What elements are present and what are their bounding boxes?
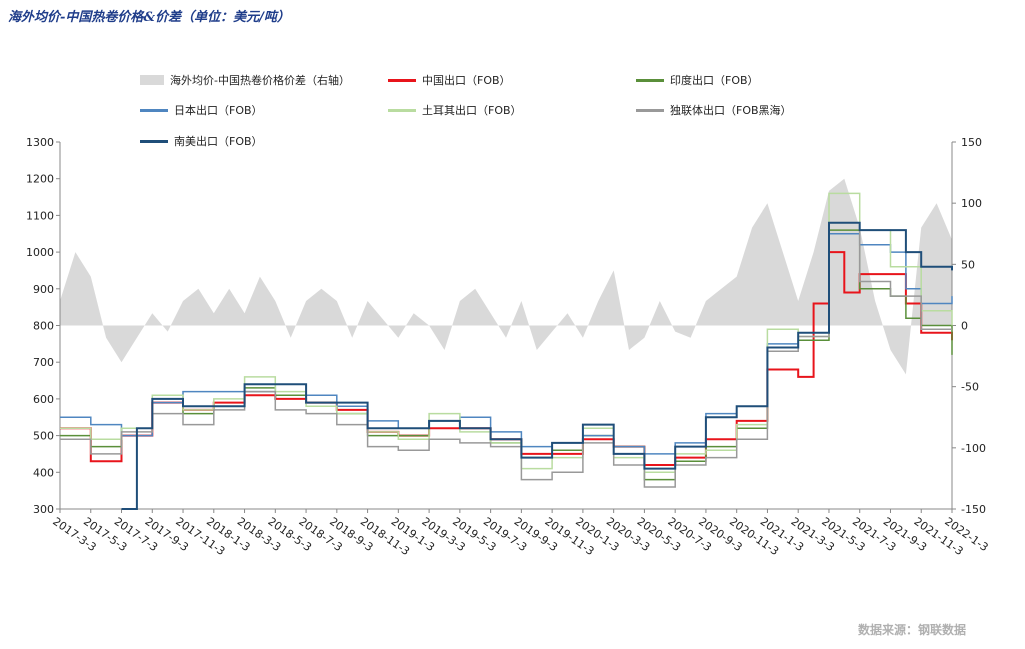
right-tick-label: 150 [961,136,982,149]
legend-swatch [388,78,416,82]
legend-swatch [140,75,164,85]
left-tick-label: 700 [33,356,54,369]
legend-swatch [140,108,168,112]
legend-label: 日本出口（FOB） [174,104,263,117]
left-tick-label: 900 [33,283,54,296]
left-tick-label: 1200 [26,173,54,186]
legend-swatch [388,108,416,112]
left-tick-label: 600 [33,393,54,406]
left-tick-label: 1000 [26,246,54,259]
legend-label: 独联体出口（FOB黑海） [670,104,792,117]
legend-item-spread: 海外均价-中国热卷价格价差（右轴） [140,72,350,88]
chart-title: 海外均价-中国热卷价格&价差（单位：美元/吨） [8,10,290,25]
right-tick-label: 50 [961,258,975,271]
right-tick-label: 100 [961,197,982,210]
right-tick-label: -50 [961,381,979,394]
series-line-5 [121,221,953,510]
legend-swatch [636,108,664,112]
left-tick-label: 500 [33,430,54,443]
data-source: 数据来源：钢联数据 [858,623,967,637]
left-tick-label: 300 [33,503,54,516]
spread-area [60,178,952,375]
legend-item-turkey: 土耳其出口（FOB） [388,102,522,118]
right-tick-label: -150 [961,503,986,516]
left-tick-label: 400 [33,466,54,479]
legend-item-south-america: 南美出口（FOB） [140,133,263,149]
legend-swatch [140,139,168,143]
legend-item-japan: 日本出口（FOB） [140,102,263,118]
legend-label: 印度出口（FOB） [670,74,759,87]
legend-label: 土耳其出口（FOB） [422,104,522,117]
left-tick-label: 1300 [26,136,54,149]
right-tick-label: -100 [961,442,986,455]
left-tick-label: 800 [33,320,54,333]
legend-item-china: 中国出口（FOB） [388,72,511,88]
legend-label: 中国出口（FOB） [422,74,511,87]
legend-label: 南美出口（FOB） [174,135,263,148]
series-line-0 [60,251,953,466]
legend-item-cis: 独联体出口（FOB黑海） [636,102,792,118]
left-tick-label: 1100 [26,209,54,222]
legend-label: 海外均价-中国热卷价格价差（右轴） [170,74,350,87]
legend-item-india: 印度出口（FOB） [636,72,759,88]
legend-swatch [636,78,664,82]
right-tick-label: 0 [961,320,968,333]
